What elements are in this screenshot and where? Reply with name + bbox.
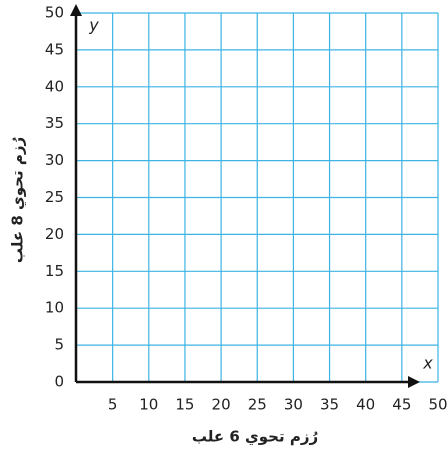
y-axis-name: y <box>88 16 99 35</box>
y-tick-label: 5 <box>54 336 64 354</box>
x-tick-label: 25 <box>248 396 267 414</box>
y-tick-label: 0 <box>54 373 64 391</box>
x-tick-label: 20 <box>212 396 231 414</box>
x-tick-label: 30 <box>284 396 303 414</box>
x-tick-label: 45 <box>392 396 411 414</box>
y-tick-label: 15 <box>45 262 64 280</box>
grid <box>76 12 439 383</box>
y-tick-label: 10 <box>45 299 64 317</box>
y-tick-label: 25 <box>45 188 64 206</box>
y-tick-label: 20 <box>45 225 64 243</box>
x-tick-label: 15 <box>175 396 194 414</box>
y-tick-label: 45 <box>45 40 64 58</box>
x-tick-label: 40 <box>356 396 375 414</box>
y-tick-label: 40 <box>45 77 64 95</box>
x-tick-label: 5 <box>108 396 118 414</box>
x-tick-label: 50 <box>428 396 447 414</box>
y-axis-arrow <box>70 4 82 16</box>
x-tick-label: 35 <box>320 396 339 414</box>
y-tick-label: 30 <box>45 151 64 169</box>
y-axis-title: رُزم تحوي 8 علب <box>9 137 28 263</box>
y-tick-label: 50 <box>45 4 64 22</box>
x-axis-name: x <box>422 354 433 373</box>
x-axis-title: رُزم تحوي 6 علب <box>192 428 318 447</box>
x-axis-arrow <box>408 376 420 388</box>
x-tick-label: 10 <box>139 396 158 414</box>
y-tick-label: 35 <box>45 114 64 132</box>
